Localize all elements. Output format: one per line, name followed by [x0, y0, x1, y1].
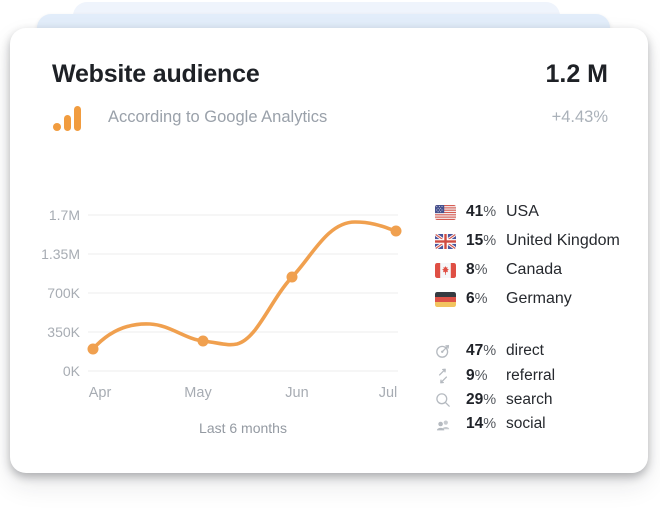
- audience-trend-line: [91, 220, 398, 351]
- source-name: search: [506, 391, 553, 408]
- source-name: direct: [506, 342, 544, 359]
- percent-sign: %: [483, 392, 497, 408]
- data-point-may: [197, 335, 209, 347]
- chart-caption: Last 6 months: [199, 420, 287, 436]
- source-row-referral: 9% referral: [435, 364, 640, 388]
- country-percent: 15: [466, 232, 484, 249]
- country-name: United Kingdom: [506, 232, 620, 249]
- country-row-germany: 6% Germany: [435, 285, 640, 313]
- percent-sign: %: [474, 291, 488, 307]
- source-percent: 9: [466, 367, 475, 384]
- percent-sign: %: [483, 416, 497, 432]
- flag-united-kingdom-icon: [435, 233, 466, 249]
- percent-sign: %: [483, 343, 497, 359]
- source-percent: 29: [466, 391, 484, 408]
- data-source-note: According to Google Analytics: [108, 108, 328, 126]
- percent-sign: %: [483, 233, 497, 249]
- referral-arrows-icon: [435, 368, 466, 384]
- flag-usa-icon: [435, 204, 466, 220]
- percent-sign: %: [483, 204, 497, 220]
- x-tick-label: May: [184, 385, 212, 401]
- country-row-uk: 15% United Kingdom: [435, 227, 640, 255]
- percent-sign: %: [474, 262, 488, 278]
- source-row-direct: 47% direct: [435, 339, 640, 363]
- x-tick-label: Apr: [89, 385, 112, 401]
- source-row-social: 14% social: [435, 412, 640, 436]
- data-point-jul: [390, 225, 402, 237]
- source-row-search: 29% search: [435, 388, 640, 412]
- data-point-jun: [286, 271, 298, 283]
- google-analytics-icon: [53, 106, 81, 131]
- growth-percentage: +4.43%: [551, 108, 608, 126]
- target-icon: [435, 343, 466, 359]
- y-tick-label: 1.35M: [41, 246, 80, 262]
- flag-germany-icon: [435, 291, 466, 307]
- y-tick-label: 350K: [47, 324, 80, 340]
- audience-line-chart: 1.7M 1.35M 700K 350K 0K Apr May Jun Jul: [41, 207, 402, 401]
- source-percent: 47: [466, 342, 484, 359]
- country-percent: 8: [466, 261, 475, 278]
- y-tick-label: 0K: [63, 363, 81, 379]
- y-tick-label: 1.7M: [49, 207, 80, 223]
- percent-sign: %: [474, 368, 488, 384]
- data-point-apr: [87, 343, 99, 355]
- search-icon: [435, 392, 466, 408]
- source-name: referral: [506, 367, 556, 384]
- total-audience-value: 1.2 M: [545, 60, 608, 88]
- country-name: Germany: [506, 290, 572, 307]
- country-percent: 6: [466, 290, 475, 307]
- page-title: Website audience: [52, 60, 260, 88]
- country-row-usa: 41% USA: [435, 198, 640, 226]
- source-name: social: [506, 415, 546, 432]
- country-percent: 41: [466, 203, 484, 220]
- website-audience-card: Website audience 1.2 M According to Goog…: [10, 28, 648, 473]
- source-percent: 14: [466, 415, 484, 432]
- country-row-canada: 8% Canada: [435, 256, 640, 284]
- country-name: USA: [506, 203, 539, 220]
- y-tick-label: 700K: [47, 285, 80, 301]
- country-name: Canada: [506, 261, 563, 278]
- social-users-icon: [435, 416, 466, 432]
- flag-canada-icon: [435, 262, 466, 278]
- x-tick-label: Jul: [379, 385, 398, 401]
- x-tick-label: Jun: [285, 385, 308, 401]
